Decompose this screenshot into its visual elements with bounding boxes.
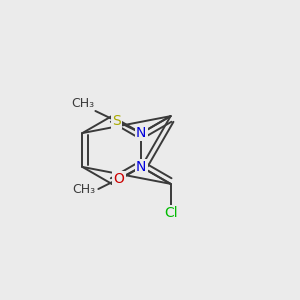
Text: O: O (113, 172, 124, 186)
Text: S: S (112, 114, 121, 128)
Text: Cl: Cl (164, 206, 177, 220)
Text: CH₃: CH₃ (71, 97, 94, 110)
Text: N: N (136, 160, 146, 174)
Text: N: N (136, 126, 146, 140)
Text: CH₃: CH₃ (72, 182, 95, 196)
